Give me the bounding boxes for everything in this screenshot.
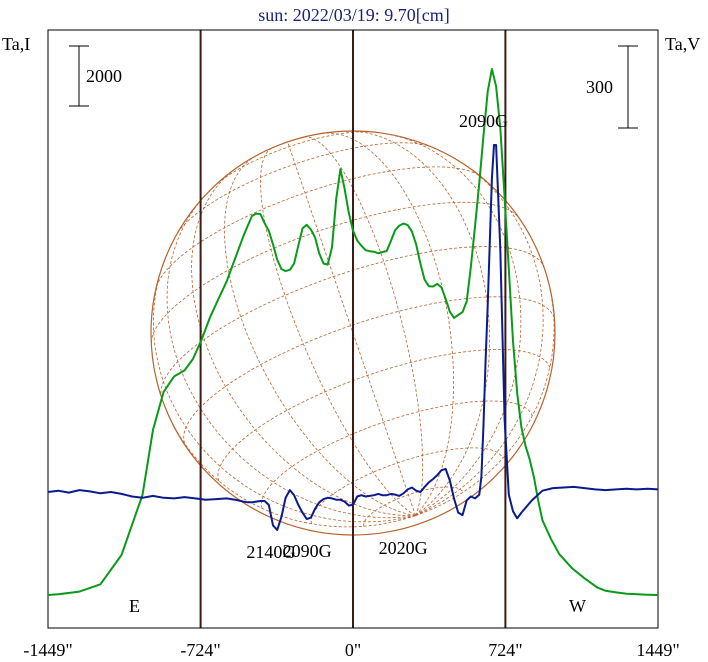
solar-grid-longitude-line (166, 195, 416, 519)
x-tick-label: 1449" (636, 640, 679, 660)
scale-bars (69, 45, 638, 129)
solar-grid-latitude-line (363, 486, 464, 527)
solar-grid-longitude-line (191, 168, 416, 516)
solar-grid-latitude-line (260, 400, 533, 509)
source-label: 2090G (283, 541, 332, 561)
solar-grid-longitude-line (415, 267, 555, 516)
x-tick-label: -724" (180, 640, 220, 660)
solar-grid-longitude-line (224, 156, 416, 516)
solar-grid-longitude-line (152, 255, 416, 523)
solar-grid-latitude-line (183, 296, 555, 444)
series-line-green (47, 68, 659, 596)
solar-grid-longitude-line (345, 130, 491, 516)
solar-grid-longitude-line (322, 132, 455, 516)
series-lines (47, 68, 659, 596)
solar-grid-longitude-line (260, 147, 416, 516)
right-axis-label: Ta,V (665, 34, 701, 54)
right-scale-bar-label: 300 (586, 77, 613, 97)
source-label: 2140G (246, 542, 295, 562)
plot-frame (47, 29, 659, 629)
limb-label-west: W (569, 596, 586, 616)
solar-grid-longitude-line (287, 141, 416, 516)
x-axis-ticks: -1449" -724" 0" 724" 1449" (23, 640, 679, 660)
source-label: 2090G (459, 111, 508, 131)
x-tick-label: 0" (345, 640, 361, 660)
x-tick-label: -1449" (23, 640, 72, 660)
solar-grid-longitude-line (415, 157, 544, 516)
solar-grid-latitude-line (310, 447, 504, 524)
solar-grid-latitude-line (156, 166, 481, 288)
source-label: 2020G (379, 538, 428, 558)
solar-grid-latitude-line (213, 131, 374, 188)
x-tick-label: 724" (488, 640, 522, 660)
solar-grid-longitude-line (161, 398, 416, 528)
series-line-blue (47, 144, 659, 531)
chart-title: sun: 2022/03/19: 9.70[cm] (258, 5, 450, 25)
left-axis-label: Ta,I (2, 34, 31, 54)
limb-label-east: E (129, 596, 140, 616)
solar-grid-longitude-line (302, 136, 424, 516)
left-scale-bar-label: 2000 (86, 66, 122, 86)
vertical-markers (199, 30, 507, 628)
solar-grid-longitude-line (385, 133, 522, 516)
